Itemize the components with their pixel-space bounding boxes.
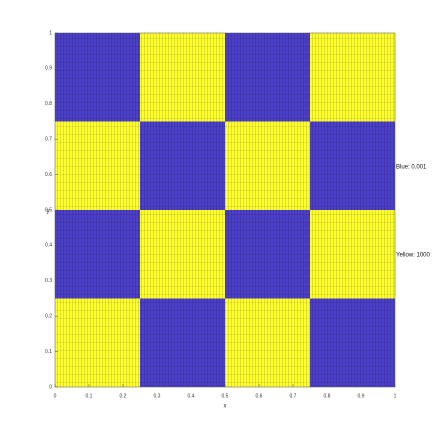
x-tick-label: 0.5 <box>222 393 229 399</box>
y-tick-label: 0.9 <box>45 66 52 72</box>
y-tick-label: 0.2 <box>45 314 52 320</box>
y-tick-label: 0.4 <box>45 243 52 249</box>
x-tick-label: 0.7 <box>290 393 297 399</box>
x-tick-label: 0.9 <box>358 393 365 399</box>
x-tick-label: 0.2 <box>120 393 127 399</box>
x-tick-label: 0.3 <box>154 393 161 399</box>
x-tick-label: 0 <box>54 393 57 399</box>
x-axis-label: x <box>224 404 227 410</box>
annotation: Blue: 0.001 <box>396 165 427 171</box>
texture <box>55 33 395 387</box>
x-tick-label: 1 <box>394 393 397 399</box>
y-tick-label: 0 <box>49 384 52 390</box>
y-tick-label: 0.1 <box>45 349 52 355</box>
y-tick-label: 0.8 <box>45 101 52 107</box>
annotation: Yellow: 1000 <box>396 253 430 259</box>
y-tick-label: 1 <box>49 30 52 36</box>
y-tick-label: 0.3 <box>45 278 52 284</box>
y-tick-label: 0.5 <box>45 207 52 213</box>
y-tick-label: 0.7 <box>45 137 52 143</box>
x-tick-label: 0.1 <box>86 393 93 399</box>
y-axis-label: y <box>47 209 50 215</box>
y-tick-label: 0.6 <box>45 172 52 178</box>
x-tick-label: 0.4 <box>188 393 195 399</box>
x-tick-label: 0.6 <box>256 393 263 399</box>
x-tick-label: 0.8 <box>324 393 331 399</box>
